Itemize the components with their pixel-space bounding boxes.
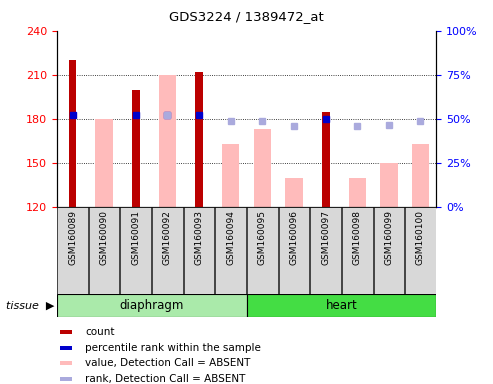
Bar: [215, 207, 246, 294]
Bar: [222, 144, 240, 207]
Bar: [61, 330, 72, 334]
Text: heart: heart: [325, 299, 357, 312]
Bar: [152, 207, 183, 294]
Bar: [120, 207, 151, 294]
Text: GSM160093: GSM160093: [195, 210, 204, 265]
Text: GSM160092: GSM160092: [163, 210, 172, 265]
Bar: [246, 294, 436, 317]
Bar: [279, 207, 309, 294]
Bar: [96, 119, 113, 207]
Bar: [310, 207, 341, 294]
Bar: [349, 178, 366, 207]
Text: GSM160094: GSM160094: [226, 210, 235, 265]
Text: GSM160100: GSM160100: [416, 210, 425, 265]
Text: GSM160096: GSM160096: [289, 210, 298, 265]
Bar: [247, 207, 278, 294]
Text: GSM160090: GSM160090: [100, 210, 108, 265]
Bar: [253, 129, 271, 207]
Bar: [321, 112, 329, 207]
Text: diaphragm: diaphragm: [119, 299, 184, 312]
Bar: [61, 346, 72, 350]
Text: count: count: [85, 327, 115, 337]
Text: value, Detection Call = ABSENT: value, Detection Call = ABSENT: [85, 358, 250, 368]
Bar: [89, 207, 119, 294]
Text: GSM160091: GSM160091: [131, 210, 141, 265]
Bar: [412, 144, 429, 207]
Bar: [405, 207, 436, 294]
Bar: [61, 361, 72, 365]
Bar: [374, 207, 404, 294]
Text: tissue  ▶: tissue ▶: [6, 300, 54, 310]
Bar: [69, 60, 76, 207]
Text: rank, Detection Call = ABSENT: rank, Detection Call = ABSENT: [85, 374, 246, 384]
Bar: [380, 163, 397, 207]
Bar: [57, 294, 246, 317]
Bar: [184, 207, 214, 294]
Bar: [285, 178, 303, 207]
Text: GSM160097: GSM160097: [321, 210, 330, 265]
Text: GDS3224 / 1389472_at: GDS3224 / 1389472_at: [169, 10, 324, 23]
Bar: [342, 207, 373, 294]
Bar: [57, 207, 88, 294]
Text: percentile rank within the sample: percentile rank within the sample: [85, 343, 261, 353]
Text: GSM160095: GSM160095: [258, 210, 267, 265]
Bar: [132, 89, 140, 207]
Bar: [61, 377, 72, 381]
Text: GSM160098: GSM160098: [352, 210, 362, 265]
Text: GSM160089: GSM160089: [68, 210, 77, 265]
Bar: [159, 75, 176, 207]
Text: GSM160099: GSM160099: [385, 210, 393, 265]
Bar: [195, 72, 203, 207]
